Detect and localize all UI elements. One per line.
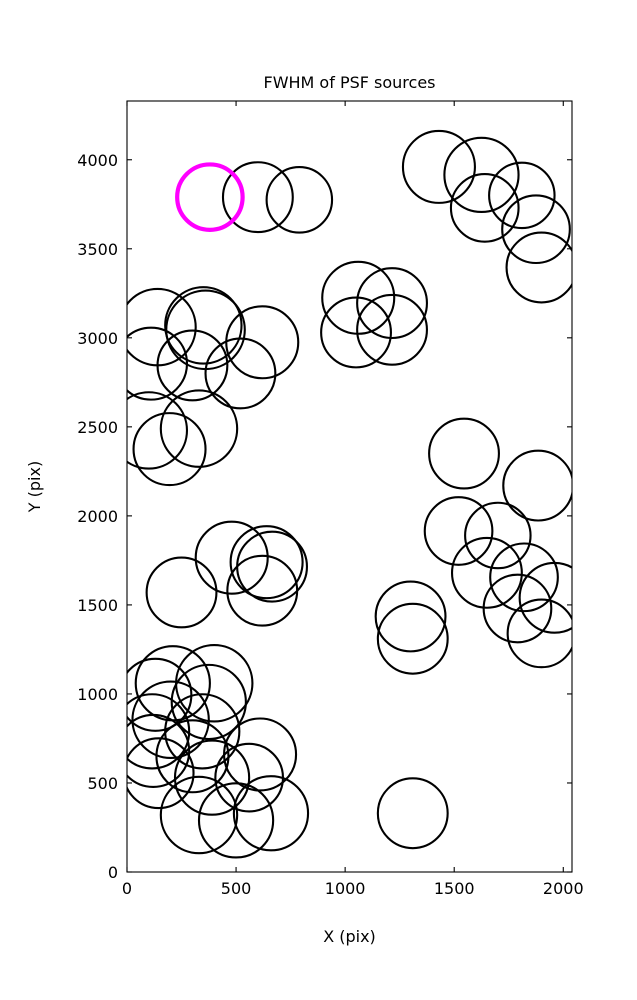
psf-source-circle xyxy=(221,161,294,234)
psf-source-circle xyxy=(127,713,191,788)
selected-psf-source-circle xyxy=(175,162,245,232)
axes-frame xyxy=(126,100,573,873)
y-tick-label: 1500 xyxy=(77,596,118,615)
psf-source-circle xyxy=(265,166,334,234)
psf-source-circle xyxy=(518,561,572,634)
psf-source-circle xyxy=(127,326,189,401)
psf-source-circle xyxy=(170,663,247,741)
x-tick-label: 1000 xyxy=(325,879,366,898)
psf-source-circle xyxy=(401,129,476,204)
y-tick-label: 3500 xyxy=(77,240,118,259)
psf-source-circle xyxy=(428,417,500,490)
psf-source-circle xyxy=(197,782,275,859)
psf-source-circle xyxy=(194,520,269,595)
psf-source-circle xyxy=(159,389,239,468)
y-tick-label: 4000 xyxy=(77,151,118,170)
axes-spines xyxy=(126,100,573,873)
psf-source-circle xyxy=(156,329,229,402)
y-axis-label: Y (pix) xyxy=(25,461,44,513)
psf-source-circle xyxy=(229,525,304,600)
y-tick-label: 2000 xyxy=(77,507,118,526)
psf-source-circle xyxy=(164,286,243,365)
psf-source-circle xyxy=(132,412,207,487)
psf-source-circle xyxy=(376,777,449,850)
psf-source-circle xyxy=(501,194,571,265)
x-tick-label: 0 xyxy=(122,879,132,898)
y-tick-label: 1000 xyxy=(77,685,118,704)
psf-source-circle xyxy=(159,775,239,855)
data-area xyxy=(127,129,572,859)
psf-source-circle xyxy=(127,737,195,810)
psf-source-circle xyxy=(127,693,191,770)
y-tick-label: 2500 xyxy=(77,418,118,437)
psf-source-circle xyxy=(443,136,520,214)
psf-source-circle xyxy=(173,739,251,816)
psf-source-circle xyxy=(127,391,189,470)
psf-source-circle xyxy=(226,554,299,627)
x-axis-label: X (pix) xyxy=(323,927,376,946)
psf-source-circle xyxy=(155,719,230,794)
x-tick-label: 2000 xyxy=(543,879,584,898)
psf-source-circle xyxy=(204,337,277,410)
psf-source-circle xyxy=(356,293,428,366)
psf-source-circle xyxy=(145,556,218,629)
psf-source-circle xyxy=(449,172,520,243)
psf-source-circle xyxy=(482,573,553,644)
axis-labels: 0 500 1000 1500 2000 0 500 1000 1500 2000 2500 3000… xyxy=(77,151,583,898)
psf-source-circle xyxy=(505,231,572,304)
y-tick-label: 500 xyxy=(87,774,118,793)
psf-source-circle xyxy=(506,598,572,669)
psf-source-circle xyxy=(374,580,447,653)
psf-source-circle xyxy=(423,496,494,566)
psf-source-circle xyxy=(376,602,449,675)
psf-source-circle xyxy=(232,775,310,852)
psf-source-circle xyxy=(489,542,559,613)
page-title: FWHM of PSF sources xyxy=(263,73,435,92)
psf-source-circle xyxy=(450,536,523,609)
y-tick-label: 0 xyxy=(108,863,118,882)
psf-source-circle xyxy=(488,161,556,230)
y-tick-label: 3000 xyxy=(77,329,118,348)
psf-source-circle xyxy=(320,296,392,369)
x-tick-label: 500 xyxy=(221,879,252,898)
psf-source-circle xyxy=(464,501,532,570)
psf-source-circle xyxy=(131,680,210,759)
x-tick-label: 1500 xyxy=(434,879,475,898)
psf-source-circle xyxy=(502,449,572,522)
psf-source-circle xyxy=(356,267,428,340)
